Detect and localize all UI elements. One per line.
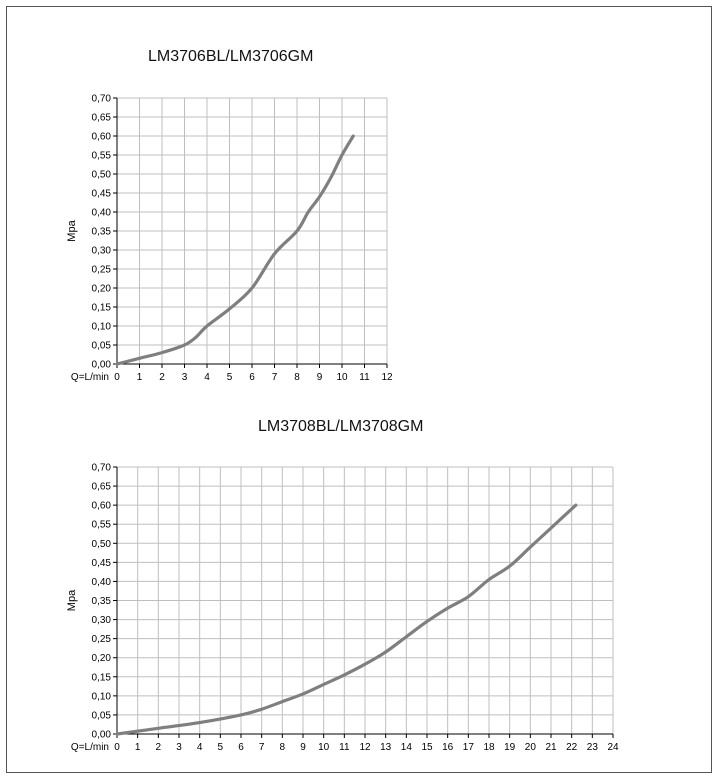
y-tick-label: 0,45 (92, 558, 112, 569)
y-tick-label: 0,30 (92, 615, 112, 626)
x-tick-label: 5 (227, 372, 233, 383)
y-tick-label: 0,00 (92, 730, 112, 741)
y-tick-label: 0,35 (92, 596, 112, 607)
x-tick-label: 23 (587, 742, 599, 753)
x-tick-label: 24 (607, 742, 619, 753)
x-tick-label: 10 (336, 372, 348, 383)
y-tick-label: 0,60 (92, 501, 112, 512)
y-tick-label: 0,60 (92, 132, 112, 143)
x-tick-label: 0 (114, 742, 120, 753)
x-tick-label: 15 (421, 742, 433, 753)
x-tick-label: 1 (137, 372, 143, 383)
y-tick-label: 0,05 (92, 710, 112, 721)
x-tick-label: 18 (483, 742, 495, 753)
y-tick-label: 0,45 (92, 189, 112, 200)
y-tick-label: 0,50 (92, 539, 112, 550)
y-tick-label: 0,20 (92, 653, 112, 664)
series-line (115, 503, 578, 736)
y-tick-label: 0,10 (92, 322, 112, 333)
x-tick-label: 4 (204, 372, 210, 383)
x-tick-label: 21 (545, 742, 557, 753)
x-tick-label: 17 (463, 742, 475, 753)
y-tick-label: 0,70 (92, 94, 112, 105)
x-tick-label: 22 (566, 742, 578, 753)
x-tick-label: 0 (114, 372, 120, 383)
x-tick-label: 8 (280, 742, 286, 753)
x-tick-label: 14 (401, 742, 413, 753)
y-tick-label: 0,35 (92, 227, 112, 238)
y-axis-label: Mpa (66, 589, 78, 611)
y-tick-label: 0,15 (92, 672, 112, 683)
y-tick-label: 0,05 (92, 341, 112, 352)
y-tick-label: 0,50 (92, 170, 112, 181)
y-tick-label: 0,30 (92, 246, 112, 257)
x-tick-label: 6 (238, 742, 244, 753)
series-line (115, 134, 355, 366)
x-tick-label: 7 (259, 742, 265, 753)
y-tick-label: 0,40 (92, 208, 112, 219)
chart-1-plot: 0 1 2 3 4 5 6 7 8 9 10 11 120,000,050,100,150,200,25… (66, 94, 393, 384)
y-tick-label: 0,70 (92, 463, 112, 474)
x-tick-label: 7 (272, 372, 278, 383)
page-frame (6, 6, 712, 773)
y-tick-label: 0,25 (92, 634, 112, 645)
x-tick-label: 1 (135, 742, 141, 753)
y-tick-label: 0,10 (92, 691, 112, 702)
y-tick-label: 0,55 (92, 151, 112, 162)
y-tick-label: 0,00 (92, 360, 112, 371)
x-axis-label: Q=L/min (71, 742, 109, 753)
x-tick-label: 20 (525, 742, 537, 753)
x-tick-label: 2 (156, 742, 162, 753)
x-axis-label: Q=L/min (71, 372, 109, 383)
x-tick-label: 16 (442, 742, 454, 753)
x-tick-label: 13 (380, 742, 392, 753)
x-tick-label: 11 (339, 742, 350, 753)
x-tick-label: 10 (318, 742, 330, 753)
y-tick-label: 0,40 (92, 577, 112, 588)
y-tick-label: 0,55 (92, 520, 112, 531)
chart-1-title: LM3706BL/LM3706GM (148, 48, 314, 65)
x-tick-label: 12 (381, 372, 393, 383)
x-tick-label: 3 (176, 742, 182, 753)
x-tick-label: 4 (197, 742, 203, 753)
x-tick-label: 19 (504, 742, 516, 753)
x-tick-label: 6 (249, 372, 255, 383)
x-tick-label: 3 (182, 372, 188, 383)
y-axis-label: Mpa (66, 219, 78, 241)
x-tick-label: 2 (159, 372, 165, 383)
x-tick-label: 9 (317, 372, 323, 383)
y-tick-label: 0,15 (92, 303, 112, 314)
x-tick-label: 11 (359, 372, 370, 383)
x-tick-label: 9 (300, 742, 306, 753)
y-tick-label: 0,20 (92, 284, 112, 295)
x-tick-label: 8 (294, 372, 300, 383)
chart-2-title: LM3708BL/LM3708GM (258, 418, 424, 435)
y-tick-label: 0,65 (92, 482, 112, 493)
y-tick-label: 0,25 (92, 265, 112, 276)
x-tick-label: 12 (359, 742, 371, 753)
x-tick-label: 5 (218, 742, 224, 753)
y-tick-label: 0,65 (92, 113, 112, 124)
